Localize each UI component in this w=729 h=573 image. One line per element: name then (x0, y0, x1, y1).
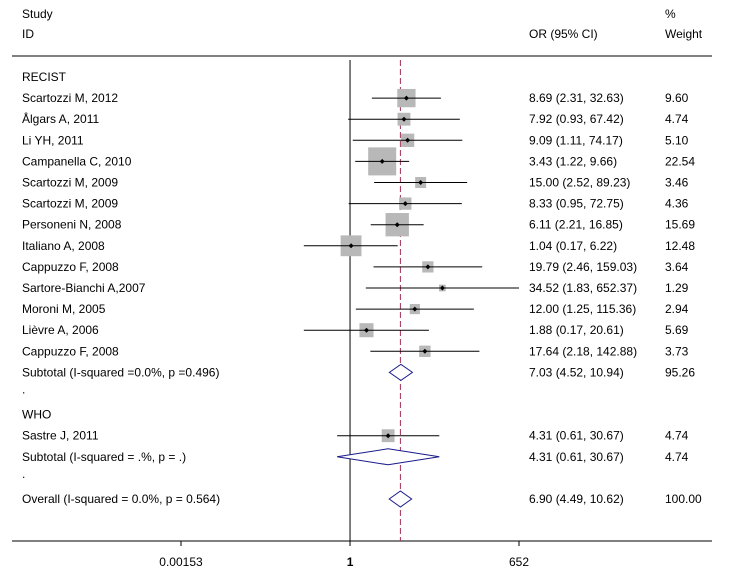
study-label: Moroni M, 2005 (22, 302, 106, 316)
or-ci-value: 15.00 (2.52, 89.23) (529, 176, 630, 190)
group-label: WHO (22, 408, 51, 422)
weight-value: 5.10 (665, 133, 689, 147)
study-label: Scartozzi M, 2009 (22, 176, 118, 190)
study-label: Sastre J, 2011 (22, 429, 99, 443)
header-id: ID (22, 27, 34, 41)
weight-value: 3.73 (665, 344, 689, 358)
summary-diamond (388, 490, 413, 508)
summary-diamond (337, 448, 440, 466)
or-ci-value: 7.03 (4.52, 10.94) (529, 365, 624, 379)
point-estimate (402, 201, 408, 207)
point-estimate (363, 327, 369, 333)
point-estimate (401, 116, 407, 122)
study-label: Personeni N, 2008 (22, 218, 122, 232)
weight-value: 3.46 (665, 176, 689, 190)
or-ci-value: 1.88 (0.17, 20.61) (529, 323, 624, 337)
study-label: Sartore-Bianchi A,2007 (22, 281, 146, 295)
weight-value: 12.48 (665, 239, 695, 253)
spacer-dot: . (22, 467, 25, 481)
subtotal-label: Subtotal (I-squared =0.0%, p =0.496) (22, 365, 219, 379)
study-label: Cappuzzo F, 2008 (22, 344, 119, 358)
header-or-ci: OR (95% CI) (529, 27, 598, 41)
spacer-dot: . (22, 383, 25, 397)
or-ci-value: 1.04 (0.17, 6.22) (529, 239, 617, 253)
subtotal-label: Overall (I-squared = 0.0%, p = 0.564) (22, 492, 220, 506)
or-ci-value: 12.00 (1.25, 115.36) (529, 302, 636, 316)
point-estimate (385, 433, 391, 439)
or-ci-value: 19.79 (2.46, 159.03) (529, 260, 637, 274)
or-ci-value: 6.90 (4.49, 10.62) (529, 492, 624, 506)
weight-value: 4.36 (665, 197, 689, 211)
weight-value: 4.74 (665, 112, 689, 126)
point-estimate (348, 243, 354, 249)
point-estimate (425, 264, 431, 270)
header-percent: % (665, 7, 676, 21)
point-estimate (403, 95, 409, 101)
group-label: RECIST (22, 70, 67, 84)
header-weight: Weight (665, 27, 703, 41)
x-tick-label: 652 (509, 555, 529, 569)
weight-value: 4.74 (665, 429, 689, 443)
header-study: Study (22, 7, 53, 21)
weight-value: 3.64 (665, 260, 689, 274)
subtotal-label: Subtotal (I-squared = .%, p = .) (22, 450, 186, 464)
study-label: Italiano A, 2008 (22, 239, 105, 253)
summary-diamond (388, 363, 414, 382)
point-estimate (439, 285, 445, 291)
study-label: Campanella C, 2010 (22, 154, 132, 168)
study-label: Scartozzi M, 2009 (22, 197, 118, 211)
x-tick-label: 0.00153 (159, 555, 203, 569)
or-ci-value: 34.52 (1.83, 652.37) (529, 281, 637, 295)
or-ci-value: 7.92 (0.93, 67.42) (529, 112, 624, 126)
or-ci-value: 8.69 (2.31, 32.63) (529, 91, 624, 105)
point-estimate (422, 348, 428, 354)
point-estimate (405, 137, 411, 143)
or-ci-value: 9.09 (1.11, 74.17) (529, 133, 623, 147)
or-ci-value: 17.64 (2.18, 142.88) (529, 344, 637, 358)
or-ci-value: 4.31 (0.61, 30.67) (529, 450, 624, 464)
point-estimate (418, 180, 424, 185)
or-ci-value: 4.31 (0.61, 30.67) (529, 429, 624, 443)
point-estimate (412, 306, 418, 312)
study-label: Scartozzi M, 2012 (22, 91, 118, 105)
study-label: Lièvre A, 2006 (22, 323, 99, 337)
study-label: Cappuzzo F, 2008 (22, 260, 119, 274)
weight-value: 5.69 (665, 323, 689, 337)
weight-value: 15.69 (665, 218, 695, 232)
point-estimate (394, 222, 400, 228)
or-ci-value: 6.11 (2.21, 16.85) (529, 218, 623, 232)
weight-value: 1.29 (665, 281, 689, 295)
x-tick-label: 1 (347, 555, 354, 569)
or-ci-value: 8.33 (0.95, 72.75) (529, 197, 624, 211)
weight-value: 95.26 (665, 365, 695, 379)
weight-value: 2.94 (665, 302, 689, 316)
weight-value: 100.00 (665, 492, 702, 506)
point-estimate (379, 158, 385, 164)
weight-value: 9.60 (665, 91, 689, 105)
or-ci-value: 3.43 (1.22, 9.66) (529, 154, 617, 168)
study-label: Ålgars A, 2011 (22, 111, 99, 126)
weight-value: 22.54 (665, 154, 695, 168)
study-label: Li YH, 2011 (22, 133, 84, 147)
weight-value: 4.74 (665, 450, 689, 464)
